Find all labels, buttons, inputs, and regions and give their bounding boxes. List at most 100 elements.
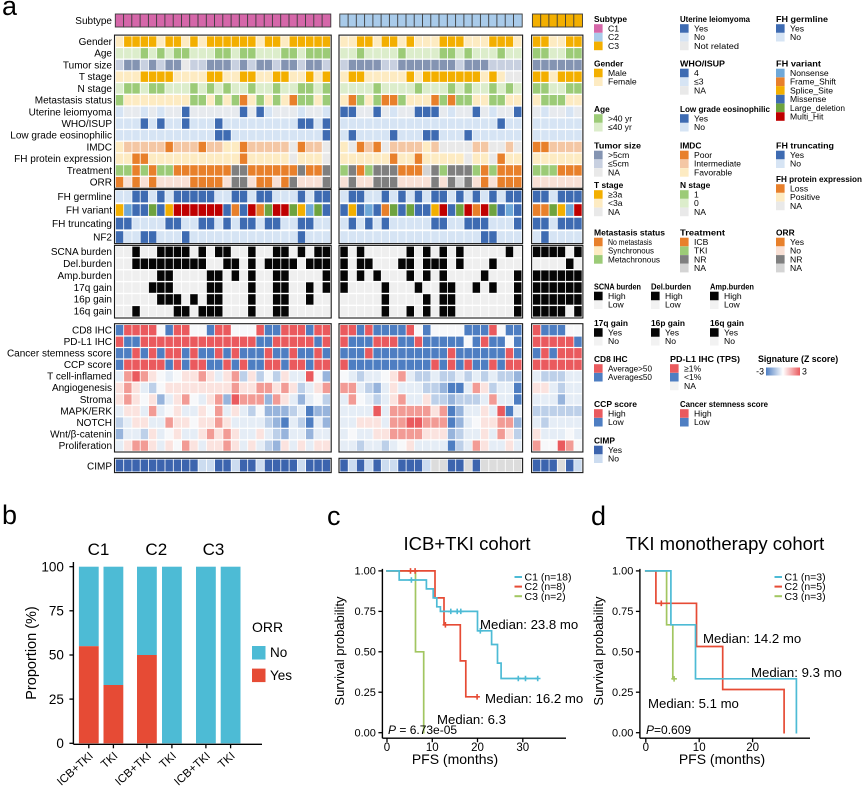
svg-text:NA: NA [790, 263, 802, 273]
svg-text:Male: Male [608, 68, 627, 78]
svg-text:Average>50: Average>50 [608, 364, 652, 374]
svg-text:PD-L1 IHC (TPS): PD-L1 IHC (TPS) [670, 354, 740, 364]
svg-text:Subtype: Subtype [594, 14, 627, 24]
svg-text:50: 50 [49, 648, 64, 663]
svg-text:ORR: ORR [252, 619, 283, 635]
svg-text:<3a: <3a [608, 198, 623, 208]
svg-text:Treatment: Treatment [67, 166, 112, 177]
svg-text:TKI: TKI [694, 246, 707, 256]
svg-text:75: 75 [49, 603, 64, 618]
svg-text:≥3a: ≥3a [608, 190, 622, 200]
svg-text:Uterine leiomyoma: Uterine leiomyoma [680, 14, 750, 24]
svg-text:WHO/ISUP: WHO/ISUP [680, 59, 725, 69]
svg-text:No: No [790, 246, 801, 256]
svg-text:P=0.609: P=0.609 [646, 723, 691, 737]
svg-text:Stroma: Stroma [80, 395, 113, 406]
svg-text:0: 0 [694, 198, 699, 208]
svg-text:Positive: Positive [790, 192, 820, 202]
svg-text:No: No [790, 159, 801, 169]
svg-text:-3: -3 [756, 367, 764, 377]
svg-text:T stage: T stage [594, 180, 624, 190]
svg-text:C3: C3 [203, 540, 225, 559]
svg-text:≤5cm: ≤5cm [608, 159, 629, 169]
svg-text:>40 yr: >40 yr [608, 114, 632, 124]
svg-text:Metachronous: Metachronous [608, 254, 660, 264]
svg-text:0.75: 0.75 [612, 606, 633, 618]
svg-text:No metastasis: No metastasis [608, 237, 652, 247]
svg-text:Not related: Not related [694, 41, 739, 51]
svg-text:0.50: 0.50 [354, 647, 375, 659]
svg-text:C1: C1 [88, 540, 110, 559]
svg-text:Yes: Yes [270, 668, 292, 683]
svg-text:Low: Low [608, 417, 625, 427]
svg-text:T cell-inflamed: T cell-inflamed [47, 372, 112, 383]
svg-text:NR: NR [694, 254, 706, 264]
svg-text:Yes: Yes [608, 328, 622, 338]
svg-text:Yes: Yes [790, 237, 804, 247]
svg-text:Average≤50: Average≤50 [608, 372, 652, 382]
svg-text:Amp.burden: Amp.burden [58, 271, 112, 282]
svg-text:NA: NA [608, 167, 620, 177]
svg-text:Gender: Gender [594, 59, 624, 69]
svg-text:No: No [790, 32, 801, 42]
svg-text:Splice_Site: Splice_Site [790, 85, 833, 95]
svg-text:FH truncating: FH truncating [776, 141, 834, 151]
svg-text:Median: 14.2 mo: Median: 14.2 mo [703, 631, 801, 646]
svg-text:C1 (n=3): C1 (n=3) [785, 572, 826, 584]
svg-text:Poor: Poor [694, 150, 712, 160]
svg-text:Missense: Missense [790, 94, 827, 104]
svg-text:Survival probability: Survival probability [591, 596, 606, 706]
svg-text:Cancer stemness score: Cancer stemness score [680, 399, 768, 409]
svg-text:Treatment: Treatment [680, 228, 725, 238]
svg-text:ORR: ORR [90, 178, 112, 189]
svg-text:TKI monotherapy cohort: TKI monotherapy cohort [626, 533, 824, 554]
svg-text:IMDC: IMDC [680, 141, 701, 151]
svg-text:ORR: ORR [776, 228, 795, 238]
svg-text:High: High [724, 291, 742, 301]
svg-text:WHO/ISUP: WHO/ISUP [61, 119, 112, 130]
svg-text:PFS (months): PFS (months) [679, 751, 765, 767]
svg-text:Large_deletion: Large_deletion [790, 103, 845, 113]
svg-text:≤40 yr: ≤40 yr [608, 122, 632, 132]
svg-text:FH germline: FH germline [776, 14, 828, 24]
svg-text:High: High [608, 409, 626, 419]
svg-text:C3: C3 [608, 41, 619, 51]
svg-text:17q gain: 17q gain [74, 283, 112, 294]
svg-text:CD8 IHC: CD8 IHC [72, 326, 112, 337]
svg-text:1.00: 1.00 [354, 566, 375, 578]
svg-text:CCP score: CCP score [64, 360, 113, 371]
svg-text:C3 (n=2): C3 (n=2) [525, 591, 566, 603]
svg-text:Female: Female [608, 77, 637, 87]
svg-text:4: 4 [694, 68, 699, 78]
svg-text:0.25: 0.25 [354, 687, 375, 699]
svg-text:C2: C2 [145, 540, 167, 559]
svg-text:a: a [2, 0, 18, 21]
svg-text:0.50: 0.50 [612, 647, 633, 659]
svg-text:High: High [665, 291, 683, 301]
svg-text:NR: NR [790, 254, 802, 264]
svg-text:d: d [591, 501, 606, 531]
svg-text:16p gain: 16p gain [74, 295, 112, 306]
svg-text:SCNA burden: SCNA burden [51, 247, 112, 258]
svg-text:Low: Low [608, 300, 625, 310]
svg-text:PD-L1 IHC: PD-L1 IHC [64, 337, 112, 348]
svg-text:Yes: Yes [665, 328, 679, 338]
svg-text:17q gain: 17q gain [594, 318, 628, 328]
svg-text:Metastasis status: Metastasis status [594, 228, 665, 238]
svg-text:Multi_Hit: Multi_Hit [790, 112, 824, 122]
svg-text:High: High [694, 409, 712, 419]
svg-text:FH germline: FH germline [58, 192, 113, 203]
svg-text:Low: Low [665, 300, 682, 310]
svg-text:3: 3 [802, 367, 807, 377]
svg-text:Yes: Yes [694, 24, 708, 34]
svg-text:10: 10 [426, 742, 439, 754]
svg-text:C2: C2 [608, 32, 619, 42]
svg-text:NOTCH: NOTCH [76, 418, 112, 429]
svg-text:16p gain: 16p gain [651, 318, 685, 328]
svg-text:Gender: Gender [79, 37, 113, 48]
svg-text:C2 (n=5): C2 (n=5) [785, 581, 826, 593]
svg-text:NA: NA [694, 263, 706, 273]
svg-text:Synchronous: Synchronous [608, 246, 654, 256]
svg-text:NA: NA [684, 381, 696, 391]
svg-text:No: No [665, 336, 676, 346]
